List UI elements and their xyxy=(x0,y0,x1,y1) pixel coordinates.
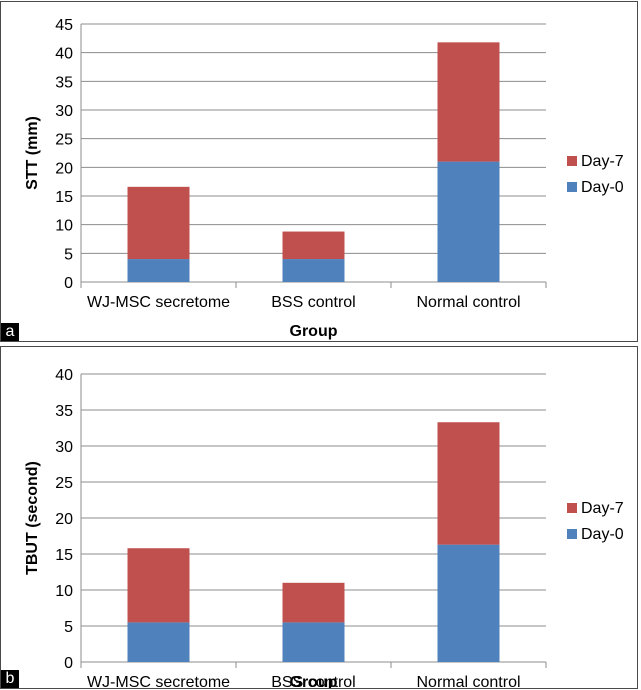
y-tick-label: 40 xyxy=(55,46,73,63)
y-axis-title: STT (mm) xyxy=(24,116,41,190)
chart-b: 0 5 10 15 20 25 30 35 40 WJ-MSC secretome BSS cont… xyxy=(24,367,624,688)
legend-swatch-day-7 xyxy=(567,503,577,513)
y-tick-label: 25 xyxy=(55,132,73,149)
y-tick-label: 35 xyxy=(55,74,73,91)
x-axis-title: Group xyxy=(290,674,338,688)
y-tick-label: 25 xyxy=(55,475,73,492)
y-tick-label: 0 xyxy=(64,275,73,292)
y-tick-label: 10 xyxy=(55,583,73,600)
bar-day-7-2 xyxy=(282,582,345,623)
x-tick-label: BSS control xyxy=(271,674,355,688)
y-tick-label: 15 xyxy=(55,547,73,564)
y-tick-label: 5 xyxy=(64,619,73,636)
bar-day-7-2 xyxy=(282,231,345,260)
legend-swatch-day-0 xyxy=(567,182,577,192)
legend-label-day-0: Day-0 xyxy=(581,179,624,196)
y-tick-label: 35 xyxy=(55,403,73,420)
y-tick-label: 10 xyxy=(55,218,73,235)
y-tick-label: 45 xyxy=(55,17,73,34)
bar-day-7-3 xyxy=(437,422,500,545)
y-tick-label: 5 xyxy=(64,246,73,263)
chart-a: 0 5 10 15 20 25 30 35 40 45 WJ-MSC secretome BSS co… xyxy=(24,17,624,340)
x-axis-title: Group xyxy=(290,323,338,340)
legend-swatch-day-7 xyxy=(567,156,577,166)
legend-label-day-7: Day-7 xyxy=(581,500,624,517)
y-tick-label: 20 xyxy=(55,511,73,528)
x-tick-label: Normal control xyxy=(416,294,520,311)
legend-label-day-7: Day-7 xyxy=(581,153,624,170)
y-tick-label: 15 xyxy=(55,189,73,206)
panel-label-b: b xyxy=(1,670,19,688)
panel-b: 0 5 10 15 20 25 30 35 40 WJ-MSC secretome BSS cont… xyxy=(0,346,638,689)
x-tick-label: WJ-MSC secretome xyxy=(87,294,230,311)
bar-day-7-1 xyxy=(127,548,190,623)
bar-day-7-3 xyxy=(437,42,500,162)
bar-day-0-2 xyxy=(282,622,345,662)
x-tick-label: BSS control xyxy=(271,294,355,311)
y-tick-label: 30 xyxy=(55,439,73,456)
y-axis-title: TBUT (second) xyxy=(24,461,41,575)
x-tick-label: Normal control xyxy=(416,674,520,688)
panel-label-a: a xyxy=(1,323,19,341)
y-tick-label: 20 xyxy=(55,160,73,177)
bar-day-0-3 xyxy=(437,161,500,282)
bar-day-0-2 xyxy=(282,259,345,282)
panel-a: 0 5 10 15 20 25 30 35 40 45 WJ-MSC secretome BSS co… xyxy=(0,1,638,342)
legend-swatch-day-0 xyxy=(567,529,577,539)
y-tick-label: 0 xyxy=(64,655,73,672)
bar-day-0-1 xyxy=(127,622,190,662)
bar-day-7-1 xyxy=(127,186,190,260)
bar-day-0-3 xyxy=(437,544,500,662)
y-tick-label: 30 xyxy=(55,103,73,120)
x-tick-label: WJ-MSC secretome xyxy=(87,674,230,688)
y-tick-label: 40 xyxy=(55,367,73,384)
legend-label-day-0: Day-0 xyxy=(581,526,624,543)
bar-day-0-1 xyxy=(127,259,190,282)
